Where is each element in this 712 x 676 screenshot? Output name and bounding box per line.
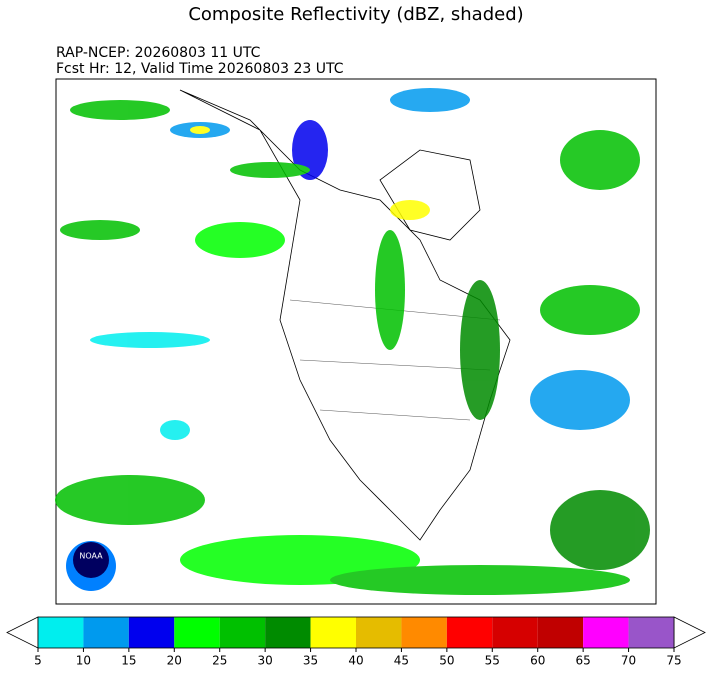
run-info: RAP-NCEP: 20260803 11 UTC — [56, 45, 261, 61]
tick-label: 5 — [34, 654, 42, 668]
color-segment — [174, 617, 220, 648]
tick-label: 35 — [303, 654, 318, 668]
map: NOAA — [55, 78, 657, 605]
tick-label: 45 — [394, 654, 409, 668]
color-segment — [537, 617, 584, 648]
color-segment — [128, 617, 175, 648]
tick-label: 65 — [576, 654, 591, 668]
color-segment — [401, 617, 447, 648]
extend-high — [673, 616, 706, 649]
radar-echoes — [55, 88, 650, 595]
tick-label: 60 — [530, 654, 545, 668]
color-segment — [356, 617, 402, 648]
color-segment — [265, 617, 311, 648]
tick-label: 30 — [258, 654, 273, 668]
tick-label: 25 — [212, 654, 227, 668]
color-segment — [628, 617, 674, 648]
tick-label: 70 — [621, 654, 636, 668]
colorbar: 5 10 15 20 25 30 35 40 45 50 55 60 65 70 75 — [6, 616, 706, 668]
color-segment — [310, 617, 356, 648]
color-segment — [446, 617, 493, 648]
color-segment — [492, 617, 538, 648]
tick-label: 10 — [76, 654, 91, 668]
extend-low — [6, 616, 39, 649]
tick-label: 75 — [666, 654, 681, 668]
coastline — [179, 89, 511, 541]
tick-label: 40 — [348, 654, 363, 668]
color-segment — [219, 617, 266, 648]
greenland — [379, 149, 481, 241]
tick-label: 50 — [439, 654, 454, 668]
tick-label: 15 — [121, 654, 136, 668]
tick-label: 20 — [167, 654, 182, 668]
valid-info: Fcst Hr: 12, Valid Time 20260803 23 UTC — [56, 61, 344, 77]
title: Composite Reflectivity (dBZ, shaded) — [188, 4, 523, 25]
color-segment — [83, 617, 129, 648]
color-segment — [583, 617, 629, 648]
color-segment — [38, 617, 84, 648]
logo-label: NOAA — [79, 552, 103, 561]
tick-label: 55 — [485, 654, 500, 668]
